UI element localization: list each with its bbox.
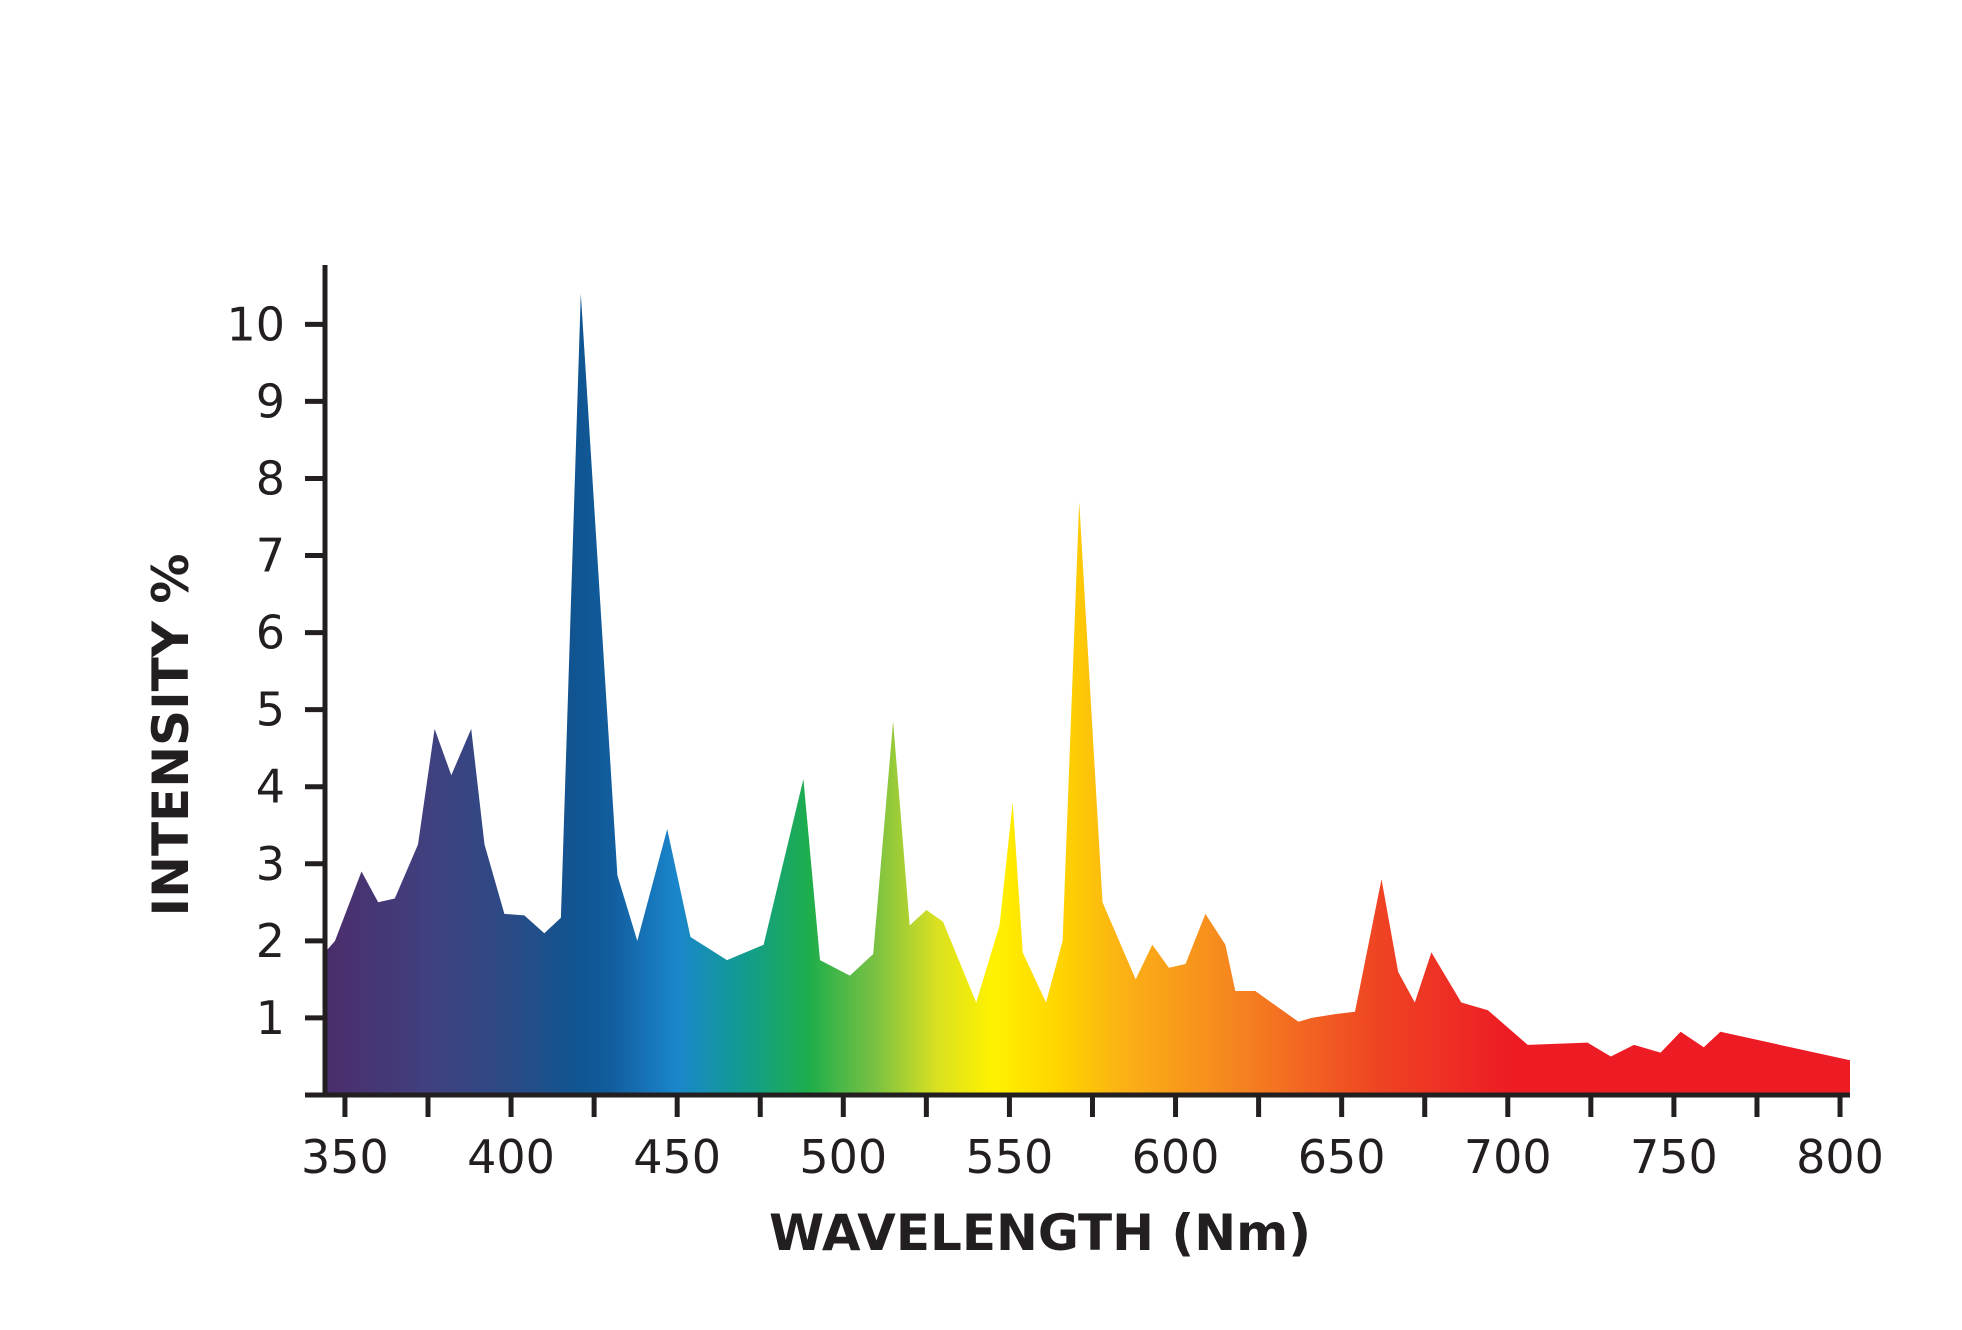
- y-tick-label-7: 7: [256, 529, 285, 583]
- y-axis-title: INTENSITY %: [142, 554, 200, 917]
- x-tick-label-650: 650: [1298, 1130, 1386, 1184]
- x-tick-label-350: 350: [301, 1130, 389, 1184]
- x-tick-label-750: 750: [1630, 1130, 1718, 1184]
- y-tick-label-2: 2: [256, 914, 285, 968]
- tick-labels: 350 400 450 500 550 600 650 700 750 800 1 2 3 4 5 6 7 8 9 1…: [226, 297, 1883, 1184]
- y-tick-label-5: 5: [256, 683, 285, 737]
- x-tick-label-700: 700: [1464, 1130, 1552, 1184]
- spectrum-area-0: [325, 293, 1850, 1095]
- y-tick-label-6: 6: [256, 606, 285, 660]
- y-tick-label-3: 3: [256, 837, 285, 891]
- x-tick-label-450: 450: [633, 1130, 721, 1184]
- x-tick-label-500: 500: [799, 1130, 887, 1184]
- y-tick-label-4: 4: [256, 760, 285, 814]
- y-tick-label-8: 8: [256, 451, 285, 505]
- y-tick-label-9: 9: [256, 374, 285, 428]
- x-tick-label-800: 800: [1796, 1130, 1884, 1184]
- x-tick-label-400: 400: [467, 1130, 555, 1184]
- spectrum-area-layer: [325, 293, 1850, 1095]
- axes: [305, 265, 1850, 1117]
- x-tick-label-600: 600: [1132, 1130, 1220, 1184]
- x-tick-label-550: 550: [966, 1130, 1054, 1184]
- y-tick-label-10: 10: [226, 297, 285, 351]
- y-tick-label-1: 1: [256, 991, 285, 1045]
- x-axis-title: WAVELENGTH (Nm): [769, 1204, 1311, 1262]
